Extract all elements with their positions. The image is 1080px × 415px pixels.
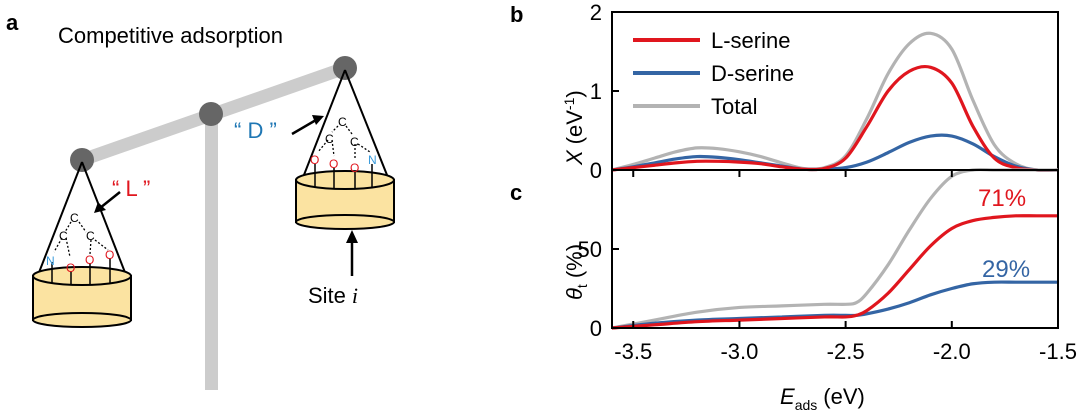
legend-label-d-serine: D-serine: [711, 61, 794, 86]
x-label-sub-c: ads: [795, 397, 818, 413]
y-label-unit-b: (eV: [562, 110, 587, 145]
label-d: “ D ”: [234, 118, 277, 143]
y-tick-label-b: 0: [590, 158, 602, 183]
x-tick-label-c: -2.5: [827, 339, 865, 364]
arrow-d-head: [312, 115, 324, 125]
atom-carbon: C: [325, 132, 334, 146]
x-label-var-c: E: [780, 384, 795, 409]
y-tick-label-c: 0: [590, 316, 602, 341]
site-index: i: [352, 283, 358, 308]
site-label-text: Site: [308, 283, 346, 308]
d-serine-molecule: C C C O O O N: [310, 115, 377, 188]
annotation-l-final: 71%: [978, 185, 1026, 212]
atom-oxygen: O: [105, 248, 114, 262]
scheme-panel: a Competitive adsorption C: [6, 10, 395, 390]
y-label-sub-c: t: [574, 284, 590, 288]
atom-oxygen: O: [66, 261, 75, 275]
y-label-var-c: θ: [562, 288, 587, 300]
atom-oxygen: O: [85, 253, 94, 267]
x-axis-label-c: Eads (eV): [780, 384, 865, 413]
atom-oxygen: O: [329, 157, 338, 171]
atom-nitrogen: N: [46, 254, 55, 268]
x-tick-label-c: -2.0: [933, 339, 971, 364]
atom-carbon: C: [338, 115, 347, 129]
legend-b: L-serine D-serine Total: [633, 28, 794, 119]
annotation-d-final: 29%: [982, 256, 1030, 283]
left-joint: [70, 148, 94, 172]
atom-carbon: C: [86, 229, 95, 243]
arrow-d: [291, 118, 317, 136]
y-label-unit-c: (%): [562, 244, 587, 278]
series-lines-b: [611, 31, 1059, 173]
atom-oxygen: O: [310, 153, 319, 167]
l-serine-molecule: C C C N O O O: [46, 211, 114, 284]
x-label-unit-c: (eV): [823, 384, 865, 409]
legend-label-total: Total: [711, 94, 757, 119]
x-tick-label-c: -3.0: [720, 339, 758, 364]
panel-label-a: a: [6, 10, 19, 35]
left-string: [81, 161, 127, 276]
atom-oxygen: O: [350, 161, 359, 175]
y-tick-label-b: 1: [590, 79, 602, 104]
atom-carbon: C: [59, 229, 68, 243]
arrow-l: [99, 191, 121, 209]
arrow-site-head: [346, 230, 358, 243]
right-joint: [333, 56, 357, 80]
atom-carbon: C: [350, 135, 359, 149]
x-ticks-c: -3.5 -3.0 -2.5 -2.0 -1.5: [614, 170, 1077, 364]
y-axis-label-c: θt (%): [562, 244, 590, 300]
chart-panel-c: c 0 50 -3.5 -3.0 -2.5 -2.0 -1.5 θt (%) Eads (eV…: [510, 167, 1077, 413]
atom-nitrogen: N: [368, 153, 377, 167]
legend-label-l-serine: L-serine: [711, 28, 790, 53]
y-tick-label-c: 50: [578, 237, 602, 262]
axes-frame-b: [611, 11, 1059, 171]
right-cup: [295, 170, 395, 230]
right-string: [301, 69, 346, 181]
x-tick-label-c: -3.5: [614, 339, 652, 364]
label-l: “ L ”: [112, 176, 150, 201]
pivot-joint: [199, 102, 223, 126]
site-label: Site i: [308, 283, 358, 308]
series-line-b-l-serine: [611, 64, 1059, 172]
panel-label-b: b: [510, 2, 523, 27]
chart-panel-b: b 0 1 2 X (eV-1) L-serine D-serine Total: [510, 0, 1059, 183]
series-line-b-d-serine: [611, 133, 1059, 172]
y-ticks-c: 0 50: [578, 237, 619, 341]
right-string: [344, 69, 390, 181]
arrow-l-head: [94, 202, 106, 213]
series-line-b-total: [611, 31, 1059, 173]
balance-stand: [205, 114, 218, 390]
left-string: [37, 161, 83, 276]
y-label-var-b: X: [562, 149, 587, 166]
y-tick-label-b: 2: [590, 0, 602, 25]
left-cup: [32, 266, 132, 328]
panel-label-c: c: [510, 180, 522, 205]
scheme-title: Competitive adsorption: [58, 23, 283, 48]
x-tick-label-c: -1.5: [1039, 339, 1077, 364]
y-label-close-b: ): [562, 90, 587, 97]
y-label-exp-b: -1: [561, 97, 577, 110]
y-axis-label-b: X (eV-1): [561, 90, 587, 166]
atom-carbon: C: [70, 211, 79, 225]
series-line-c-l-serine: [611, 214, 1058, 330]
y-ticks-b: 0 1 2: [590, 0, 619, 183]
